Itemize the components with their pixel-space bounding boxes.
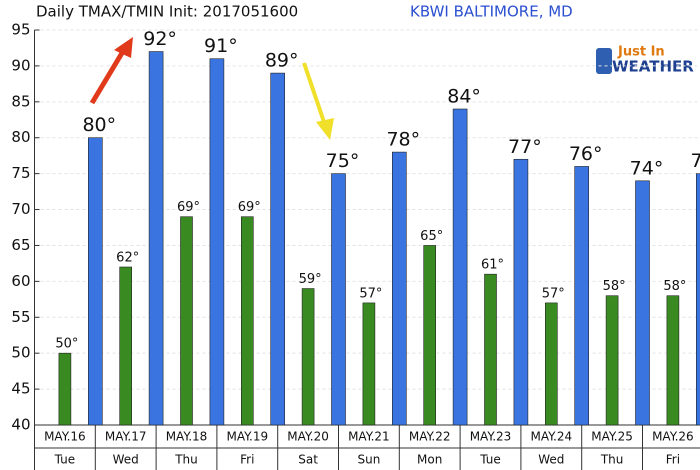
y-tick-label: 40 [11,416,30,434]
x-tick-label: MAY.16 [44,430,86,444]
y-tick-label: 85 [11,92,30,110]
y-tick-label: 60 [11,272,30,290]
x-weekday-label: Thu [600,453,624,467]
data-label: 89° [265,50,299,72]
yellow-arrow [302,62,327,126]
x-tick-label: MAY.25 [591,430,633,444]
x-weekday-label: Wed [538,453,564,467]
y-tick-label: 50 [11,344,30,362]
logo-icon [596,48,612,74]
y-tick-label: 45 [11,380,30,398]
data-label: 57° [359,286,382,301]
yellow-arrowhead [316,118,334,140]
data-label: 91° [204,35,238,57]
red-arrowhead [114,37,133,58]
x-weekday-label: Sat [298,453,318,467]
data-label: 80° [82,114,116,136]
x-tick-label: MAY.24 [530,430,572,444]
x-weekday-label: Wed [113,453,139,467]
chart-subtitle: KBWI BALTIMORE, MD [410,3,573,21]
bar [423,245,437,426]
watermark: Just In WEATHER [596,45,694,76]
x-tick-label: MAY.18 [166,430,208,444]
data-label: 78° [386,129,420,151]
bar [544,302,558,426]
data-label: 65° [420,229,443,244]
x-weekday-label: Tue [54,453,76,467]
bar [484,273,497,426]
data-label: 57° [542,286,565,301]
y-tick-label: 90 [11,56,30,74]
y-tick-label: 95 [11,21,30,39]
data-label: 62° [116,251,139,266]
bar [666,295,680,426]
data-label: 84° [447,86,481,108]
bar [58,352,72,426]
x-tick-label: MAY.22 [409,430,451,444]
annotation-arrows [89,37,334,140]
data-label: 50° [55,337,78,352]
logo-text: WEATHER [612,58,694,76]
bar [695,173,700,426]
x-tick-label: MAY.17 [105,430,147,444]
bar [391,151,407,426]
y-tick-label: 75 [11,164,30,182]
x-tick-label: MAY.26 [652,430,694,444]
x-tick-label: MAY.21 [348,430,390,444]
bar [331,173,346,426]
bar [119,266,132,426]
x-tick-label: MAY.20 [287,430,329,444]
bar [88,137,103,426]
x-weekday-label: Fri [666,453,680,467]
data-label: 75° [326,150,360,172]
data-label: 69° [177,200,200,215]
bar [148,51,164,426]
x-weekday-label: Fri [240,453,254,467]
x-weekday-label: Tue [479,453,501,467]
bar [452,108,468,426]
data-label: 76° [569,143,603,165]
bar [209,58,225,426]
y-tick-label: 65 [11,236,30,254]
y-tick-label: 80 [11,128,30,146]
data-label: 61° [481,258,504,273]
bar [574,166,590,426]
x-weekday-label: Mon [417,453,442,467]
data-label: 59° [299,272,322,287]
x-weekday-label: Sun [357,453,380,467]
x-tick-label: MAY.23 [470,430,512,444]
data-label: 92° [143,28,177,50]
x-weekday-label: Thu [174,453,198,467]
x-tick-label: MAY.19 [226,430,268,444]
logo-text: Just In [617,45,665,60]
data-label: 77° [508,136,542,158]
data-label: 75° [690,150,700,172]
bar [301,288,315,426]
bar [362,302,376,426]
bar [270,72,286,426]
bar [180,216,193,426]
chart-title: Daily TMAX/TMIN Init: 2017051600 [36,3,298,21]
y-tick-label: 55 [11,308,30,326]
data-label: 69° [238,200,261,215]
data-label: 74° [630,157,664,179]
bar [605,295,619,426]
data-label: 58° [663,279,686,294]
bar [513,158,529,426]
red-arrow [89,46,128,105]
data-label: 58° [603,279,626,294]
bar [241,216,254,426]
y-tick-label: 70 [11,200,30,218]
bar [635,180,650,426]
